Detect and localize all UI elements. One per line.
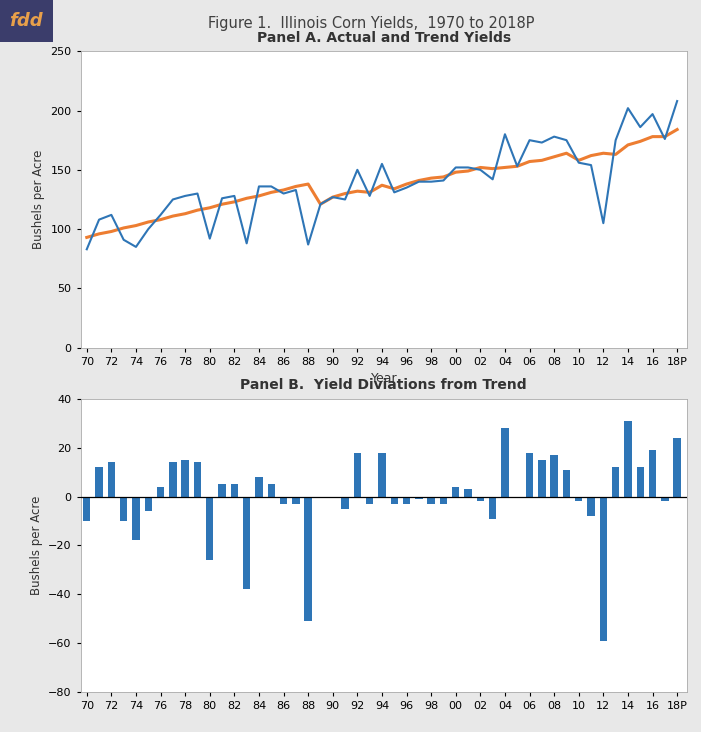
Bar: [428, 496, 435, 504]
Bar: [464, 489, 472, 496]
Bar: [120, 496, 128, 521]
Bar: [538, 460, 545, 496]
Bar: [243, 496, 250, 589]
Bar: [292, 496, 299, 504]
Bar: [95, 467, 103, 496]
Bar: [550, 455, 558, 496]
Bar: [452, 487, 459, 496]
Bar: [193, 463, 201, 496]
Bar: [144, 496, 152, 511]
Bar: [440, 496, 447, 504]
Bar: [599, 496, 607, 640]
Bar: [390, 496, 398, 504]
Bar: [477, 496, 484, 501]
Bar: [637, 467, 644, 496]
Bar: [526, 452, 533, 496]
Title: Panel B.  Yield Diviations from Trend: Panel B. Yield Diviations from Trend: [240, 378, 527, 392]
Bar: [661, 496, 669, 501]
Bar: [280, 496, 287, 504]
Text: Figure 1.  Illinois Corn Yields,  1970 to 2018P: Figure 1. Illinois Corn Yields, 1970 to …: [208, 16, 535, 31]
Bar: [612, 467, 619, 496]
Bar: [219, 485, 226, 496]
Bar: [341, 496, 348, 509]
Text: fdd: fdd: [10, 12, 43, 30]
Title: Panel A. Actual and Trend Yields: Panel A. Actual and Trend Yields: [257, 31, 511, 45]
Bar: [403, 496, 410, 504]
Bar: [354, 452, 361, 496]
Bar: [108, 463, 115, 496]
Y-axis label: Bushels per Acre: Bushels per Acre: [32, 150, 45, 249]
Bar: [379, 452, 386, 496]
Bar: [649, 450, 656, 496]
X-axis label: Year: Year: [371, 373, 397, 385]
Bar: [182, 460, 189, 496]
Bar: [268, 485, 275, 496]
Bar: [231, 485, 238, 496]
Bar: [169, 463, 177, 496]
Bar: [489, 496, 496, 518]
Bar: [501, 428, 509, 496]
Bar: [366, 496, 374, 504]
Bar: [587, 496, 594, 516]
Bar: [625, 421, 632, 496]
Bar: [304, 496, 312, 621]
Bar: [415, 496, 423, 499]
Bar: [575, 496, 583, 501]
Bar: [563, 470, 570, 496]
Bar: [255, 477, 263, 496]
Bar: [674, 438, 681, 496]
Y-axis label: Bushels per Acre: Bushels per Acre: [29, 496, 43, 595]
Bar: [206, 496, 213, 560]
Bar: [83, 496, 90, 521]
Bar: [157, 487, 164, 496]
Bar: [132, 496, 139, 540]
